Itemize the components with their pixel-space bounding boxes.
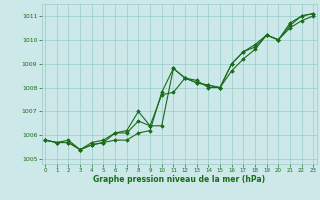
X-axis label: Graphe pression niveau de la mer (hPa): Graphe pression niveau de la mer (hPa) xyxy=(93,175,265,184)
